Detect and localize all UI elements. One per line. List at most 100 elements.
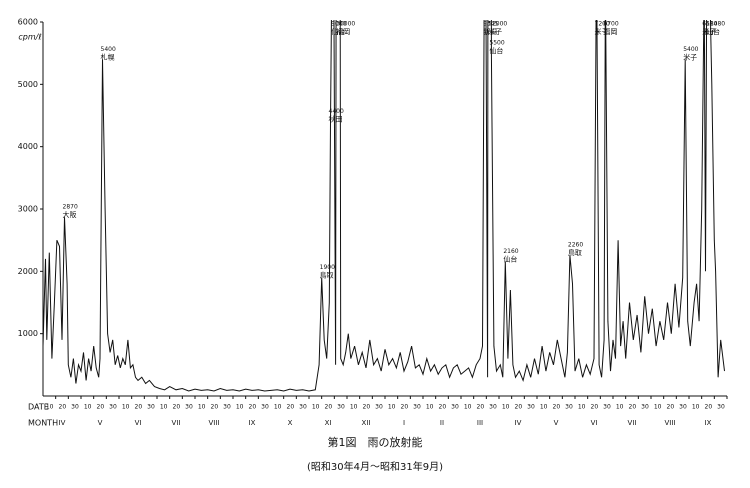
month-label: V xyxy=(554,419,559,427)
peak-place: 仙台 xyxy=(331,27,345,36)
y-tick-label: 2000 xyxy=(18,267,38,276)
month-label: X xyxy=(288,419,293,427)
peak-value: 2160 xyxy=(503,248,518,255)
x-tick-label: 10 xyxy=(350,404,358,411)
peak-value: 6580 xyxy=(702,21,717,28)
x-tick-label: 20 xyxy=(591,404,599,411)
month-label: XI xyxy=(325,419,332,427)
x-tick-label: 20 xyxy=(705,404,713,411)
peak-value: 1900 xyxy=(320,264,335,271)
x-tick-label: 30 xyxy=(261,404,269,411)
chart-subtitle: (昭和30年4月～昭和31年9月) xyxy=(307,460,443,473)
peak-value: 6700 xyxy=(603,21,618,28)
month-label: III xyxy=(477,419,483,427)
month-label: V xyxy=(98,419,103,427)
peak-value: 2870 xyxy=(63,204,78,211)
x-tick-label: 10 xyxy=(198,404,206,411)
x-tick-label: 30 xyxy=(527,404,535,411)
peak-place: 鳥取 xyxy=(320,271,334,280)
x-tick-label: 30 xyxy=(223,404,231,411)
x-tick-label: 10 xyxy=(426,404,434,411)
x-tick-label: 10 xyxy=(236,404,244,411)
x-tick-label: 10 xyxy=(312,404,320,411)
x-tick-label: 10 xyxy=(388,404,396,411)
x-tick-label: 10 xyxy=(84,404,92,411)
month-label: VIII xyxy=(665,419,676,427)
month-label: VI xyxy=(135,419,142,427)
month-label: VII xyxy=(628,419,637,427)
peak-value: 9345 xyxy=(483,21,498,28)
date-label: DATE xyxy=(28,403,49,412)
peak-place: 米子 xyxy=(683,52,697,61)
x-tick-label: 30 xyxy=(679,404,687,411)
x-tick-label: 30 xyxy=(451,404,459,411)
x-tick-label: 10 xyxy=(122,404,130,411)
x-tick-label: 20 xyxy=(363,404,371,411)
x-tick-label: 20 xyxy=(667,404,675,411)
x-tick-label: 20 xyxy=(135,404,143,411)
x-tick-label: 20 xyxy=(629,404,637,411)
peak-place: 米子 xyxy=(595,27,609,36)
peak-place: 仙台 xyxy=(503,254,517,263)
month-label: II xyxy=(440,419,444,427)
peak-value: 4400 xyxy=(329,108,344,115)
x-tick-label: 30 xyxy=(641,404,649,411)
x-tick-label: 20 xyxy=(211,404,219,411)
month-label: IX xyxy=(705,419,712,427)
x-tick-label: 20 xyxy=(287,404,295,411)
x-tick-label: 10 xyxy=(160,404,168,411)
x-tick-label: 20 xyxy=(97,404,105,411)
month-label: IV xyxy=(59,419,66,427)
x-tick-label: 20 xyxy=(173,404,181,411)
x-tick-label: 20 xyxy=(401,404,409,411)
x-tick-label: 30 xyxy=(565,404,573,411)
y-tick-label: 3000 xyxy=(18,205,38,214)
month-label: IV xyxy=(515,419,522,427)
y-tick-label: 4000 xyxy=(18,142,38,151)
x-tick-label: 30 xyxy=(71,404,79,411)
peak-value: 5400 xyxy=(683,46,698,53)
chart-title: 第1図 雨の放射能 xyxy=(328,435,423,449)
x-tick-label: 30 xyxy=(185,404,193,411)
peak-place: 福岡 xyxy=(603,27,617,36)
x-tick-label: 20 xyxy=(325,404,333,411)
x-tick-label: 10 xyxy=(502,404,510,411)
x-tick-label: 30 xyxy=(337,404,345,411)
y-tick-label: 6000 xyxy=(18,18,38,27)
month-label: IX xyxy=(249,419,256,427)
x-tick-label: 30 xyxy=(375,404,383,411)
month-label: VII xyxy=(172,419,181,427)
x-tick-label: 10 xyxy=(540,404,548,411)
peak-value: 52000 xyxy=(488,21,507,28)
peak-place: 札幌 xyxy=(101,52,115,61)
peak-place: 福岡 xyxy=(336,27,350,36)
peak-value: 2260 xyxy=(568,242,583,249)
month-label: XII xyxy=(362,419,371,427)
x-tick-label: 10 xyxy=(616,404,624,411)
x-tick-label: 10 xyxy=(654,404,662,411)
x-tick-label: 20 xyxy=(249,404,257,411)
peak-value: 5500 xyxy=(489,40,504,47)
month-label: I xyxy=(403,419,405,427)
peak-place: 鳥取 xyxy=(568,248,582,257)
x-tick-label: 30 xyxy=(413,404,421,411)
x-tick-label: 30 xyxy=(299,404,307,411)
y-axis-label: cpm/ℓ xyxy=(18,33,41,42)
peak-place: 大阪 xyxy=(63,210,77,219)
x-tick-label: 20 xyxy=(439,404,447,411)
x-tick-label: 20 xyxy=(553,404,561,411)
x-tick-label: 30 xyxy=(603,404,611,411)
data-line xyxy=(43,20,725,392)
x-tick-label: 10 xyxy=(578,404,586,411)
x-tick-label: 10 xyxy=(464,404,472,411)
x-tick-label: 30 xyxy=(489,404,497,411)
peak-value: 30000 xyxy=(336,21,355,28)
month-label: MONTH xyxy=(28,419,58,428)
peak-place: 米子 xyxy=(702,27,716,36)
peak-value: 11480 xyxy=(706,21,725,28)
month-label: VIII xyxy=(209,419,220,427)
peak-value: 5400 xyxy=(101,46,116,53)
peak-place: 新潟 xyxy=(483,27,497,36)
peak-place: 秋田 xyxy=(329,115,343,124)
